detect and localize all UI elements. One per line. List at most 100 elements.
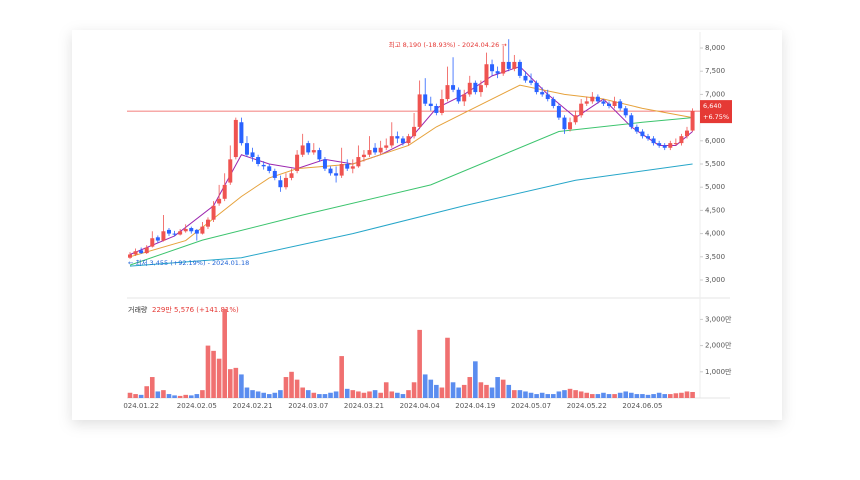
volume-bar bbox=[367, 391, 372, 398]
candle-body bbox=[673, 143, 678, 145]
volume-bar bbox=[177, 395, 183, 398]
volume-bar bbox=[244, 387, 250, 398]
volume-bar bbox=[272, 392, 278, 398]
candle-body bbox=[423, 94, 428, 104]
candle-body bbox=[211, 205, 216, 220]
volume-bar bbox=[211, 350, 216, 398]
candle-body bbox=[144, 247, 149, 254]
volume-bar bbox=[417, 329, 422, 398]
volume-bar bbox=[606, 394, 612, 398]
x-tick-label: 2024.05.07 bbox=[511, 402, 551, 410]
volume-bar bbox=[601, 392, 606, 398]
volume-bar bbox=[406, 390, 411, 398]
volume-bar bbox=[645, 394, 651, 398]
volume-bar bbox=[667, 394, 673, 398]
candle-body bbox=[451, 85, 456, 90]
candle-body bbox=[634, 126, 639, 132]
volume-bar bbox=[523, 391, 528, 398]
volume-bar bbox=[445, 337, 450, 398]
candle-body bbox=[189, 228, 194, 232]
candle-body bbox=[256, 157, 261, 165]
candle-body bbox=[551, 99, 556, 107]
volume-bar bbox=[395, 392, 400, 398]
y-tick-label: 4,500 bbox=[705, 206, 725, 214]
volume-bar bbox=[305, 390, 311, 398]
volume-bar bbox=[673, 393, 679, 398]
x-tick-label: 2024.03.07 bbox=[288, 402, 328, 410]
volume-title: 거래량 bbox=[128, 305, 148, 314]
volume-bar bbox=[322, 394, 328, 398]
candle-body bbox=[428, 103, 433, 107]
volume-bar bbox=[590, 394, 595, 398]
candle-body bbox=[501, 61, 506, 74]
candle-body bbox=[233, 119, 238, 158]
candle-body bbox=[139, 250, 144, 254]
volume-bar bbox=[183, 394, 188, 398]
volume-bar bbox=[534, 394, 539, 398]
candle-body bbox=[573, 115, 578, 123]
volume-bar bbox=[205, 345, 211, 398]
x-tick-label: 2024.05.22 bbox=[567, 402, 607, 410]
volume-bar bbox=[289, 371, 294, 398]
volume-bar bbox=[127, 392, 133, 398]
volume-bar bbox=[578, 391, 584, 398]
candle-body bbox=[495, 71, 500, 74]
volume-bar bbox=[216, 358, 222, 398]
candle-body bbox=[579, 103, 584, 116]
volume-bar bbox=[250, 390, 255, 398]
volume-bar bbox=[278, 390, 283, 398]
volume-bar bbox=[200, 390, 205, 398]
candle-body bbox=[473, 82, 478, 93]
candle-body bbox=[339, 164, 344, 176]
candle-body bbox=[657, 143, 662, 146]
candle-body bbox=[540, 92, 545, 95]
candle-body bbox=[534, 82, 539, 93]
y-tick-label: 3,000 bbox=[705, 276, 725, 284]
candle-body bbox=[590, 96, 595, 102]
candle-body bbox=[356, 157, 361, 167]
candle-body bbox=[334, 173, 339, 176]
volume-bar bbox=[300, 387, 305, 398]
volume-bar bbox=[473, 361, 478, 398]
volume-bar bbox=[372, 390, 378, 398]
volume-bar bbox=[617, 392, 623, 398]
candle-body bbox=[412, 126, 417, 137]
volume-bar bbox=[356, 391, 361, 398]
volume-bar bbox=[283, 377, 289, 398]
x-tick-label: 2024.03.21 bbox=[344, 402, 384, 410]
volume-bar bbox=[172, 395, 177, 398]
volume-bar bbox=[634, 394, 640, 398]
x-tick-label: 2024.04.04 bbox=[400, 402, 441, 410]
candle-body bbox=[166, 229, 171, 234]
volume-bar bbox=[311, 392, 317, 398]
candle-body bbox=[467, 82, 472, 95]
volume-bar bbox=[500, 379, 506, 398]
candle-body bbox=[155, 237, 160, 241]
volume-bar bbox=[573, 390, 578, 398]
volume-bar bbox=[350, 390, 356, 398]
volume-bar bbox=[450, 382, 456, 398]
volume-bar bbox=[539, 392, 545, 398]
volume-bar bbox=[551, 394, 556, 398]
candle-body bbox=[295, 154, 300, 171]
volume-bar bbox=[138, 394, 144, 398]
candle-body bbox=[456, 89, 461, 102]
y-tick-label: 7,500 bbox=[705, 67, 725, 75]
candle-body bbox=[384, 145, 389, 148]
x-tick-label: 024.01.22 bbox=[123, 402, 159, 410]
candle-body bbox=[205, 219, 210, 227]
y-tick-label: 7,000 bbox=[705, 90, 725, 98]
volume-bar bbox=[562, 390, 567, 398]
volume-bar bbox=[495, 377, 500, 398]
x-tick-label: 2024.06.05 bbox=[622, 402, 662, 410]
candle-body bbox=[400, 138, 405, 144]
y-tick-label: 6,000 bbox=[705, 137, 725, 145]
volume-bar bbox=[149, 377, 155, 398]
volume-bar bbox=[679, 392, 684, 398]
y-tick-label: 3,500 bbox=[705, 253, 725, 261]
candle-body bbox=[361, 154, 366, 158]
candle-body bbox=[300, 145, 305, 155]
moving-average bbox=[129, 117, 693, 266]
candle-body bbox=[668, 143, 673, 148]
volume-bar bbox=[333, 391, 339, 398]
